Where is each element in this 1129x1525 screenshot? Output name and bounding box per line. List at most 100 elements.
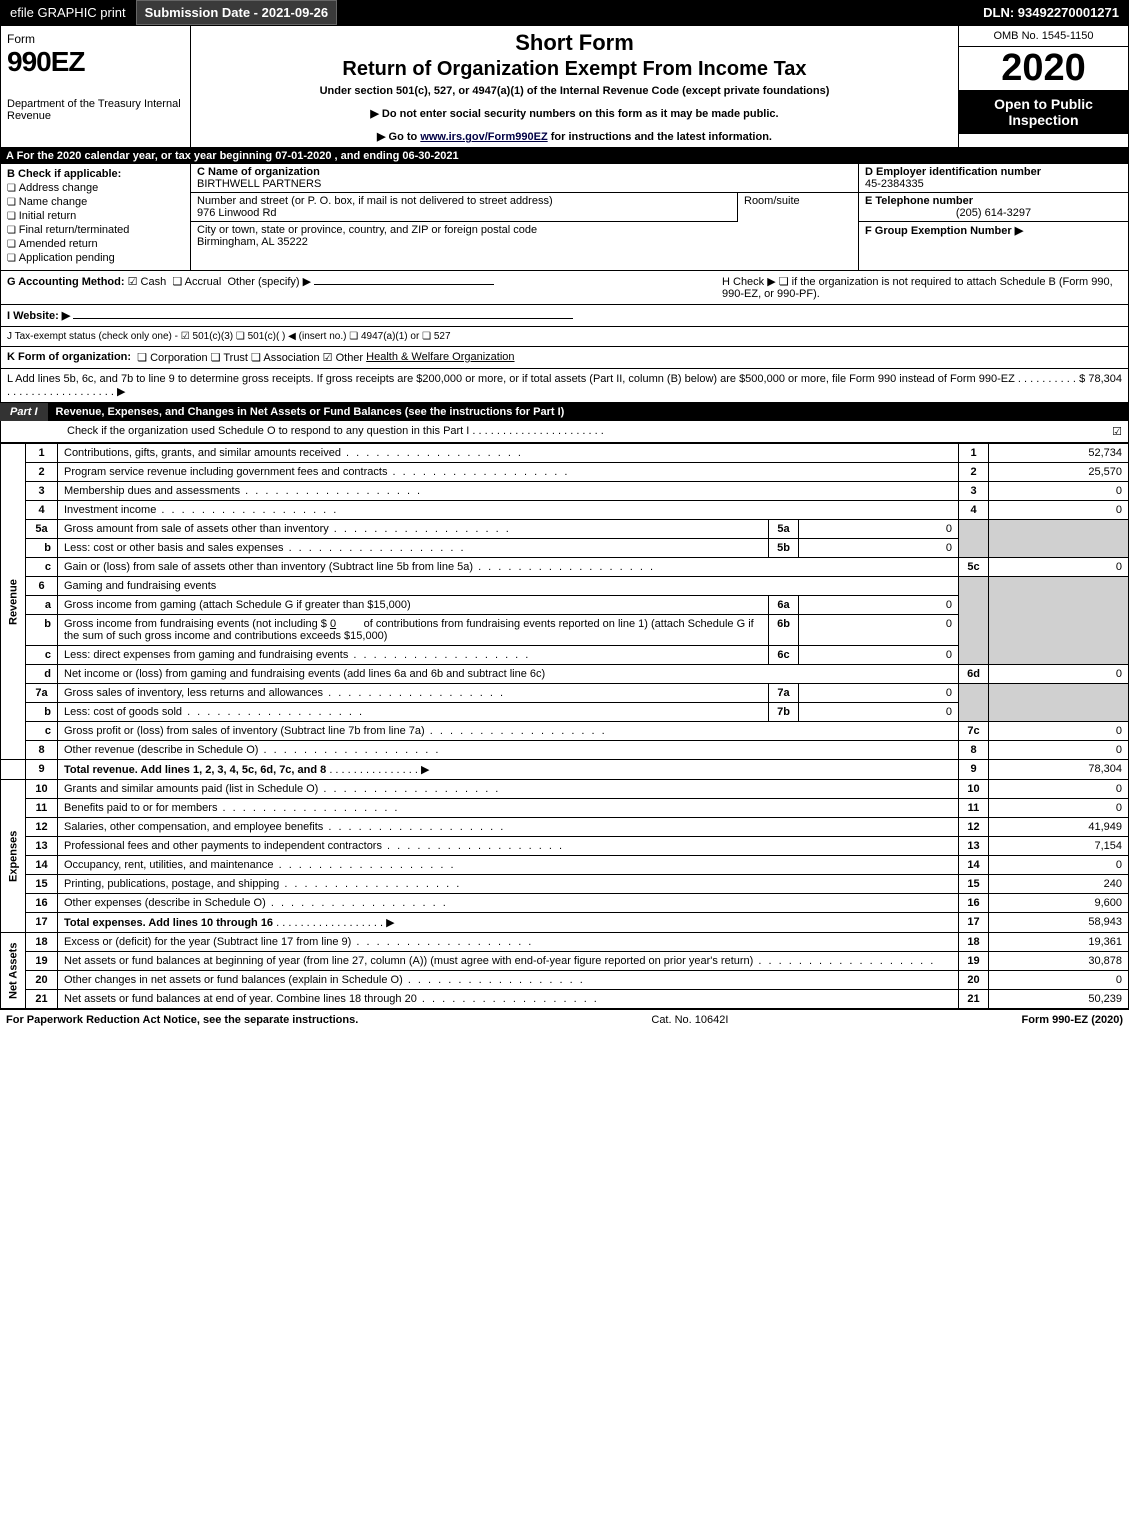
open-public-badge: Open to Public Inspection — [959, 90, 1128, 134]
line-5a: 5a Gross amount from sale of assets othe… — [1, 520, 1129, 539]
instruction-ssn: Do not enter social security numbers on … — [199, 107, 950, 120]
other-specify-line[interactable] — [314, 284, 494, 285]
line-11: 11 Benefits paid to or for members 11 0 — [1, 799, 1129, 818]
ln1-amt: 52,734 — [989, 444, 1129, 463]
col-b: B Check if applicable: Address change Na… — [1, 164, 191, 270]
org-name-value: BIRTHWELL PARTNERS — [197, 178, 852, 190]
efile-print-label[interactable]: efile GRAPHIC print — [0, 1, 136, 24]
chk-name-change[interactable]: Name change — [7, 196, 184, 208]
line-10: Expenses 10 Grants and similar amounts p… — [1, 780, 1129, 799]
footer-formref: Form 990-EZ (2020) — [1022, 1014, 1123, 1026]
row-l-text: L Add lines 5b, 6c, and 7b to line 9 to … — [7, 373, 1079, 398]
side-revenue: Revenue — [1, 444, 26, 760]
line-16: 16 Other expenses (describe in Schedule … — [1, 894, 1129, 913]
line-2: 2 Program service revenue including gove… — [1, 463, 1129, 482]
line-18: Net Assets 18 Excess or (deficit) for th… — [1, 933, 1129, 952]
col-d: D Employer identification number 45-2384… — [858, 164, 1128, 270]
main-table: Revenue 1 Contributions, gifts, grants, … — [0, 443, 1129, 1009]
row-k-other-val: Health & Welfare Organization — [366, 351, 514, 364]
row-k-label: K Form of organization: — [7, 351, 131, 364]
omb-number: OMB No. 1545-1150 — [959, 26, 1128, 47]
line-6d: d Net income or (loss) from gaming and f… — [1, 665, 1129, 684]
header-right: OMB No. 1545-1150 2020 Open to Public In… — [958, 26, 1128, 147]
short-form-label: Short Form — [199, 30, 950, 56]
line-7c: c Gross profit or (loss) from sales of i… — [1, 722, 1129, 741]
group-exempt-block: F Group Exemption Number ▶ — [859, 222, 1128, 239]
part1-sub-text: Check if the organization used Schedule … — [7, 425, 1112, 438]
room-block: Room/suite — [738, 193, 858, 222]
side-net-assets: Net Assets — [1, 933, 26, 1009]
line-9: 9 Total revenue. Add lines 1, 2, 3, 4, 5… — [1, 760, 1129, 780]
addr-label: Number and street (or P. O. box, if mail… — [197, 195, 731, 207]
col-c: C Name of organization BIRTHWELL PARTNER… — [191, 164, 858, 270]
chk-application-pending[interactable]: Application pending — [7, 252, 184, 264]
chk-address-change[interactable]: Address change — [7, 182, 184, 194]
line-5c: c Gain or (loss) from sale of assets oth… — [1, 558, 1129, 577]
row-l: L Add lines 5b, 6c, and 7b to line 9 to … — [0, 369, 1129, 403]
col-b-header: B Check if applicable: — [7, 168, 184, 180]
side-expenses: Expenses — [1, 780, 26, 933]
line-13: 13 Professional fees and other payments … — [1, 837, 1129, 856]
part1-header: Part I Revenue, Expenses, and Changes in… — [0, 403, 1129, 421]
chk-final-return[interactable]: Final return/terminated — [7, 224, 184, 236]
form-number: 990EZ — [7, 46, 184, 78]
addr-block: Number and street (or P. O. box, if mail… — [191, 193, 738, 222]
ln1-box: 1 — [959, 444, 989, 463]
addr-value: 976 Linwood Rd — [197, 207, 731, 219]
dln-label: DLN: 93492270001271 — [973, 1, 1129, 24]
chk-initial-return[interactable]: Initial return — [7, 210, 184, 222]
line-15: 15 Printing, publications, postage, and … — [1, 875, 1129, 894]
part1-checkbox[interactable]: ☑ — [1112, 425, 1122, 438]
instruction-link: ▶ Go to www.irs.gov/Form990EZ for instru… — [199, 130, 950, 143]
ein-block: D Employer identification number 45-2384… — [859, 164, 1128, 193]
form-title: Return of Organization Exempt From Incom… — [199, 58, 950, 81]
irs-link[interactable]: www.irs.gov/Form990EZ — [420, 131, 547, 143]
addr-row: Number and street (or P. O. box, if mail… — [191, 193, 858, 222]
tax-year: 2020 — [959, 47, 1128, 90]
department-label: Department of the Treasury Internal Reve… — [7, 98, 184, 122]
form-subtitle: Under section 501(c), 527, or 4947(a)(1)… — [199, 85, 950, 97]
line-14: 14 Occupancy, rent, utilities, and maint… — [1, 856, 1129, 875]
part1-sub: Check if the organization used Schedule … — [0, 421, 1129, 443]
form-header: Form 990EZ Department of the Treasury In… — [0, 25, 1129, 148]
line-1: Revenue 1 Contributions, gifts, grants, … — [1, 444, 1129, 463]
row-h: H Check ▶ ❏ if the organization is not r… — [722, 275, 1122, 300]
line-4: 4 Investment income 4 0 — [1, 501, 1129, 520]
room-label: Room/suite — [744, 195, 852, 207]
form-word: Form — [7, 32, 184, 46]
header-mid: Short Form Return of Organization Exempt… — [191, 26, 958, 147]
line-3: 3 Membership dues and assessments 3 0 — [1, 482, 1129, 501]
instr-goto-post: for instructions and the latest informat… — [551, 131, 772, 143]
ein-value: 45-2384335 — [865, 178, 1122, 190]
row-g-label: G Accounting Method: — [7, 276, 125, 288]
ln1-num: 1 — [26, 444, 58, 463]
phone-block: E Telephone number (205) 614-3297 — [859, 193, 1128, 222]
footer: For Paperwork Reduction Act Notice, see … — [0, 1009, 1129, 1030]
line-17: 17 Total expenses. Add lines 10 through … — [1, 913, 1129, 933]
chk-cash[interactable]: Cash — [128, 276, 167, 288]
org-name-label: C Name of organization — [197, 166, 852, 178]
city-value: Birmingham, AL 35222 — [197, 236, 852, 248]
phone-value: (205) 614-3297 — [865, 207, 1122, 219]
org-name-block: C Name of organization BIRTHWELL PARTNER… — [191, 164, 858, 193]
row-g: G Accounting Method: Cash Accrual Other … — [7, 275, 722, 300]
city-block: City or town, state or province, country… — [191, 222, 858, 250]
part1-label: Part I — [0, 403, 48, 421]
ln1-desc: Contributions, gifts, grants, and simila… — [58, 444, 959, 463]
website-line[interactable] — [73, 318, 573, 319]
row-i: I Website: ▶ — [0, 305, 1129, 327]
header-left: Form 990EZ Department of the Treasury In… — [1, 26, 191, 147]
ein-label: D Employer identification number — [865, 166, 1122, 178]
city-label: City or town, state or province, country… — [197, 224, 852, 236]
part1-title: Revenue, Expenses, and Changes in Net As… — [48, 403, 573, 421]
group-exempt-label: F Group Exemption Number ▶ — [865, 224, 1122, 237]
phone-label: E Telephone number — [865, 195, 1122, 207]
chk-amended-return[interactable]: Amended return — [7, 238, 184, 250]
chk-accrual[interactable]: Accrual — [172, 276, 221, 288]
top-bar: efile GRAPHIC print Submission Date - 20… — [0, 0, 1129, 25]
line-8: 8 Other revenue (describe in Schedule O)… — [1, 741, 1129, 760]
submission-date-button[interactable]: Submission Date - 2021-09-26 — [136, 0, 338, 25]
line-20: 20 Other changes in net assets or fund b… — [1, 971, 1129, 990]
line-7a: 7a Gross sales of inventory, less return… — [1, 684, 1129, 703]
row-a-tax-year: A For the 2020 calendar year, or tax yea… — [0, 148, 1129, 164]
